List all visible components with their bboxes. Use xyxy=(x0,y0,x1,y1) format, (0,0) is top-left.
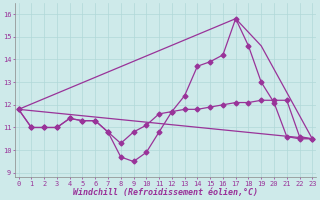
X-axis label: Windchill (Refroidissement éolien,°C): Windchill (Refroidissement éolien,°C) xyxy=(73,188,258,197)
